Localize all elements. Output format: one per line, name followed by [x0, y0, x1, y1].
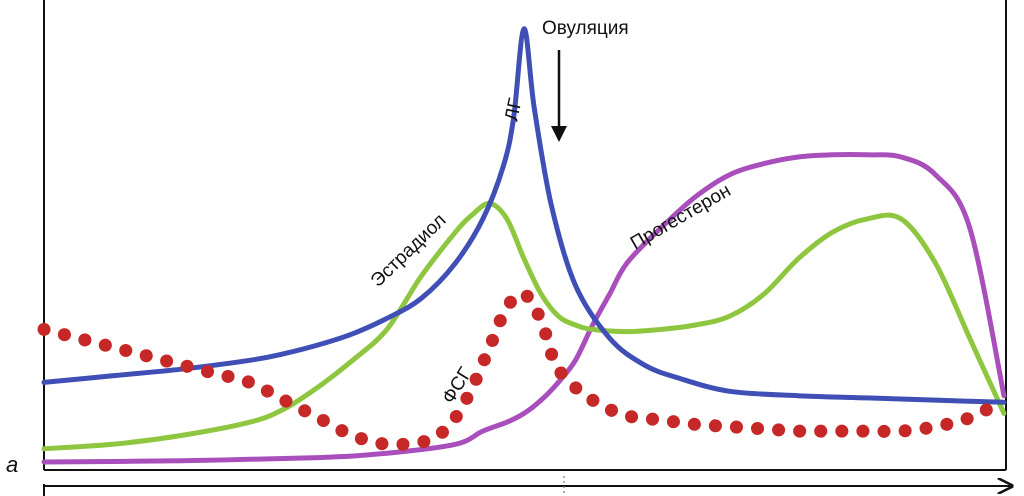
- lh-curve: [41, 26, 1007, 405]
- series-layer: [37, 26, 1011, 465]
- progesterone-curve: [41, 152, 1007, 465]
- ovulation-label: Овуляция: [542, 18, 629, 39]
- panel-label: а: [6, 452, 18, 477]
- fsh-curve: [37, 287, 1011, 452]
- estradiol-curve: [41, 200, 1007, 452]
- lh-curve-label: ЛГ: [501, 96, 526, 123]
- progesterone-curve-label: Прогестерон: [627, 180, 735, 254]
- ovulation-arrow-head: [551, 126, 567, 142]
